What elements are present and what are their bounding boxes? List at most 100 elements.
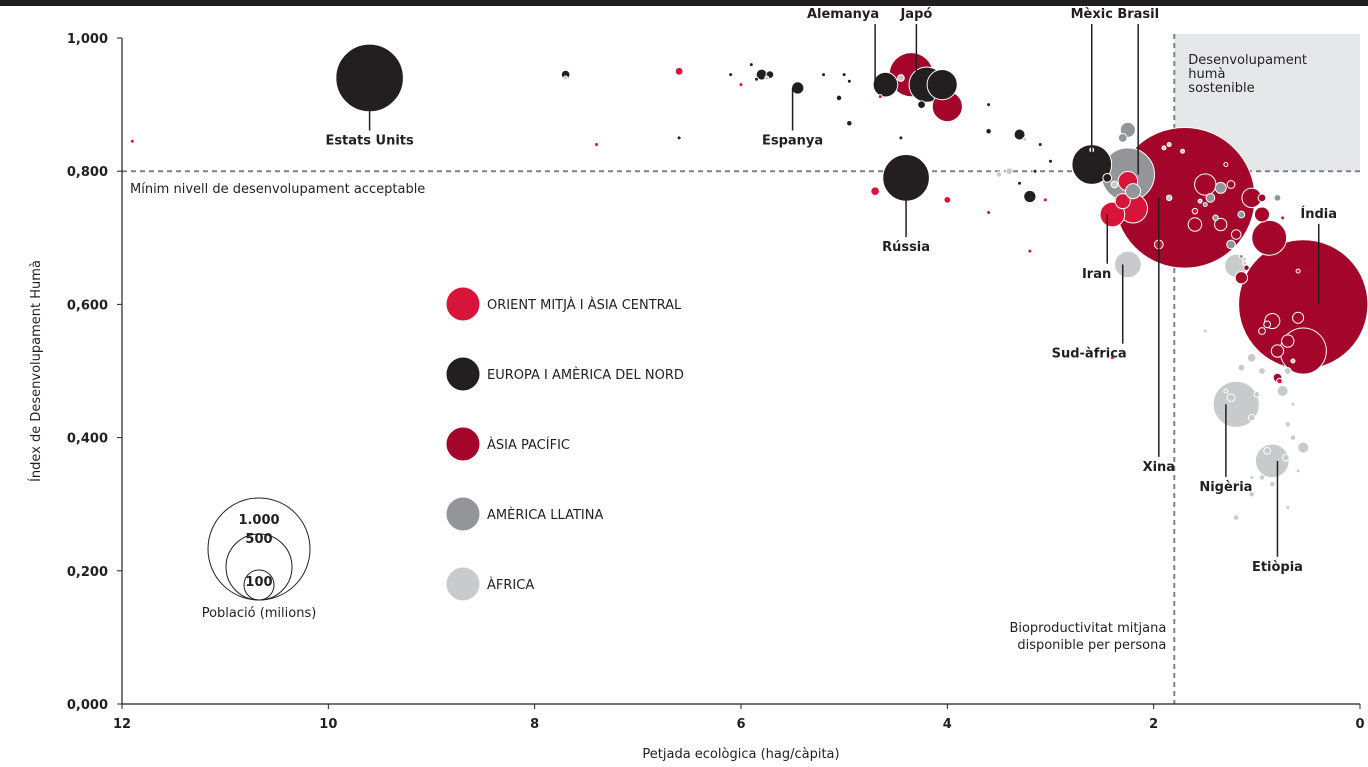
data-point-africa xyxy=(563,75,569,81)
data-point-europe xyxy=(748,62,754,68)
legend-label-mideast: ORIENT MITJÀ I ÀSIA CENTRAL xyxy=(487,297,682,313)
annotation-label: Xina xyxy=(1143,460,1176,475)
data-point-asia xyxy=(1194,173,1217,196)
data-point-europe xyxy=(1013,128,1026,141)
data-point-africa xyxy=(1269,480,1276,488)
legend-swatch-mideast xyxy=(445,286,481,322)
data-point-europe xyxy=(846,119,853,127)
size-legend: 1.000 500 100 Població (milions) xyxy=(202,497,317,621)
y-tick-label: 0,800 xyxy=(67,165,108,180)
data-point-africa xyxy=(1253,391,1261,398)
size-legend-circle xyxy=(243,569,275,601)
x-tick-label: 10 xyxy=(319,717,337,732)
legend-label-europe: EUROPA I AMÈRICA DEL NORD xyxy=(487,367,684,383)
data-point-africa xyxy=(1249,475,1255,481)
data-point-europe xyxy=(1037,142,1043,148)
data-point-mideast xyxy=(1042,197,1048,203)
biocapacity-label: disponible per persona xyxy=(1017,638,1166,653)
data-point-asia xyxy=(1223,162,1229,168)
data-point-mideast xyxy=(986,209,992,215)
y-tick-label: 0,400 xyxy=(67,432,108,447)
legend-swatch-asia xyxy=(445,426,481,462)
data-point-europe xyxy=(835,94,843,102)
data-point-latam xyxy=(1212,214,1219,222)
data-point-asia xyxy=(1270,344,1285,358)
y-tick-label: 0,200 xyxy=(67,565,108,580)
data-point-africa xyxy=(1114,250,1142,279)
data-point-africa xyxy=(1180,148,1186,154)
size-legend-value: 500 xyxy=(245,532,272,547)
data-point-africa xyxy=(1290,358,1296,364)
data-point-asia xyxy=(1258,327,1266,335)
x-tick-label: 12 xyxy=(113,717,131,732)
data-point-mideast xyxy=(1114,193,1131,210)
data-point-africa xyxy=(1005,167,1014,176)
x-tick-label: 6 xyxy=(736,717,745,732)
data-point-mideast xyxy=(870,186,880,197)
country-annotations: Estats Units Alemanya Japó Espanya Rússia Mèx… xyxy=(325,7,1337,575)
annotation-label: Alemanya xyxy=(807,7,879,22)
data-point-europe xyxy=(1048,158,1053,164)
annotation-label: Etiòpia xyxy=(1252,560,1303,575)
data-point-africa xyxy=(1290,401,1296,407)
data-point-africa xyxy=(1297,441,1310,454)
data-point-africa xyxy=(1263,447,1272,455)
data-point-latam xyxy=(1117,133,1128,143)
data-point-europe xyxy=(1032,168,1038,174)
x-tick-label: 0 xyxy=(1355,717,1364,732)
data-point-asia xyxy=(1234,271,1249,285)
data-point-latam xyxy=(1202,202,1208,207)
data-point-europe xyxy=(841,72,847,78)
x-tick-label: 2 xyxy=(1149,717,1158,732)
data-point-europe xyxy=(872,71,899,98)
data-point-europe xyxy=(821,72,827,78)
top-bar xyxy=(0,0,1368,6)
x-axis-title: Petjada ecològica (hag/càpita) xyxy=(642,747,839,762)
data-point-africa xyxy=(1285,505,1291,511)
data-point-asia xyxy=(1292,311,1305,324)
data-point-asia xyxy=(1257,193,1267,203)
data-point-europe xyxy=(676,135,682,141)
y-tick-label: 1,000 xyxy=(67,32,108,47)
annotation-label: Iran xyxy=(1082,267,1111,282)
hdi-min-label: Mínim nivell de desenvolupament acceptab… xyxy=(130,182,425,197)
legend-swatch-latam xyxy=(445,496,481,532)
data-point-europe xyxy=(846,78,852,84)
data-point-europe xyxy=(898,135,904,141)
data-point-africa xyxy=(1281,453,1290,462)
data-point-africa xyxy=(1197,198,1203,204)
annotation-label: Espanya xyxy=(762,134,823,149)
data-point-africa xyxy=(1247,413,1256,422)
data-point-latam xyxy=(1273,193,1282,202)
data-point-europe xyxy=(728,72,734,78)
data-point-europe xyxy=(1023,189,1037,204)
data-point-europe xyxy=(753,76,759,82)
data-point-africa xyxy=(1283,367,1292,375)
data-point-europe xyxy=(1017,180,1023,186)
data-point-africa xyxy=(1223,388,1229,394)
data-point-asia xyxy=(1230,229,1242,240)
y-tick-label: 0,000 xyxy=(67,698,108,713)
annotation-label: Estats Units xyxy=(325,134,414,149)
size-legend-title: Població (milions) xyxy=(202,606,317,621)
legend-label-asia: ÀSIA PACÍFIC xyxy=(487,437,570,453)
data-point-latam xyxy=(1205,192,1216,203)
data-point-mideast xyxy=(1027,248,1033,254)
axes: 0,000 0,200 0,400 0,600 0,800 1,000 12 10 8 6 4 2 0 P… xyxy=(28,32,1365,762)
data-point-africa xyxy=(1241,260,1247,266)
data-point-mideast xyxy=(1295,268,1301,274)
data-point-mideast xyxy=(943,195,952,204)
data-point-mideast xyxy=(1191,207,1199,215)
data-point-africa xyxy=(1202,328,1208,334)
data-point-latam xyxy=(1237,210,1246,219)
data-point-africa xyxy=(1022,136,1028,142)
data-point-asia xyxy=(1187,217,1203,232)
data-point-africa xyxy=(1276,384,1289,397)
data-point-latam xyxy=(1124,183,1142,200)
data-point-mideast xyxy=(877,94,883,100)
data-point-africa xyxy=(1284,421,1292,428)
data-point-latam xyxy=(1238,253,1244,259)
data-point-asia xyxy=(1253,206,1271,223)
annotation-label: Brasil xyxy=(1117,7,1159,22)
